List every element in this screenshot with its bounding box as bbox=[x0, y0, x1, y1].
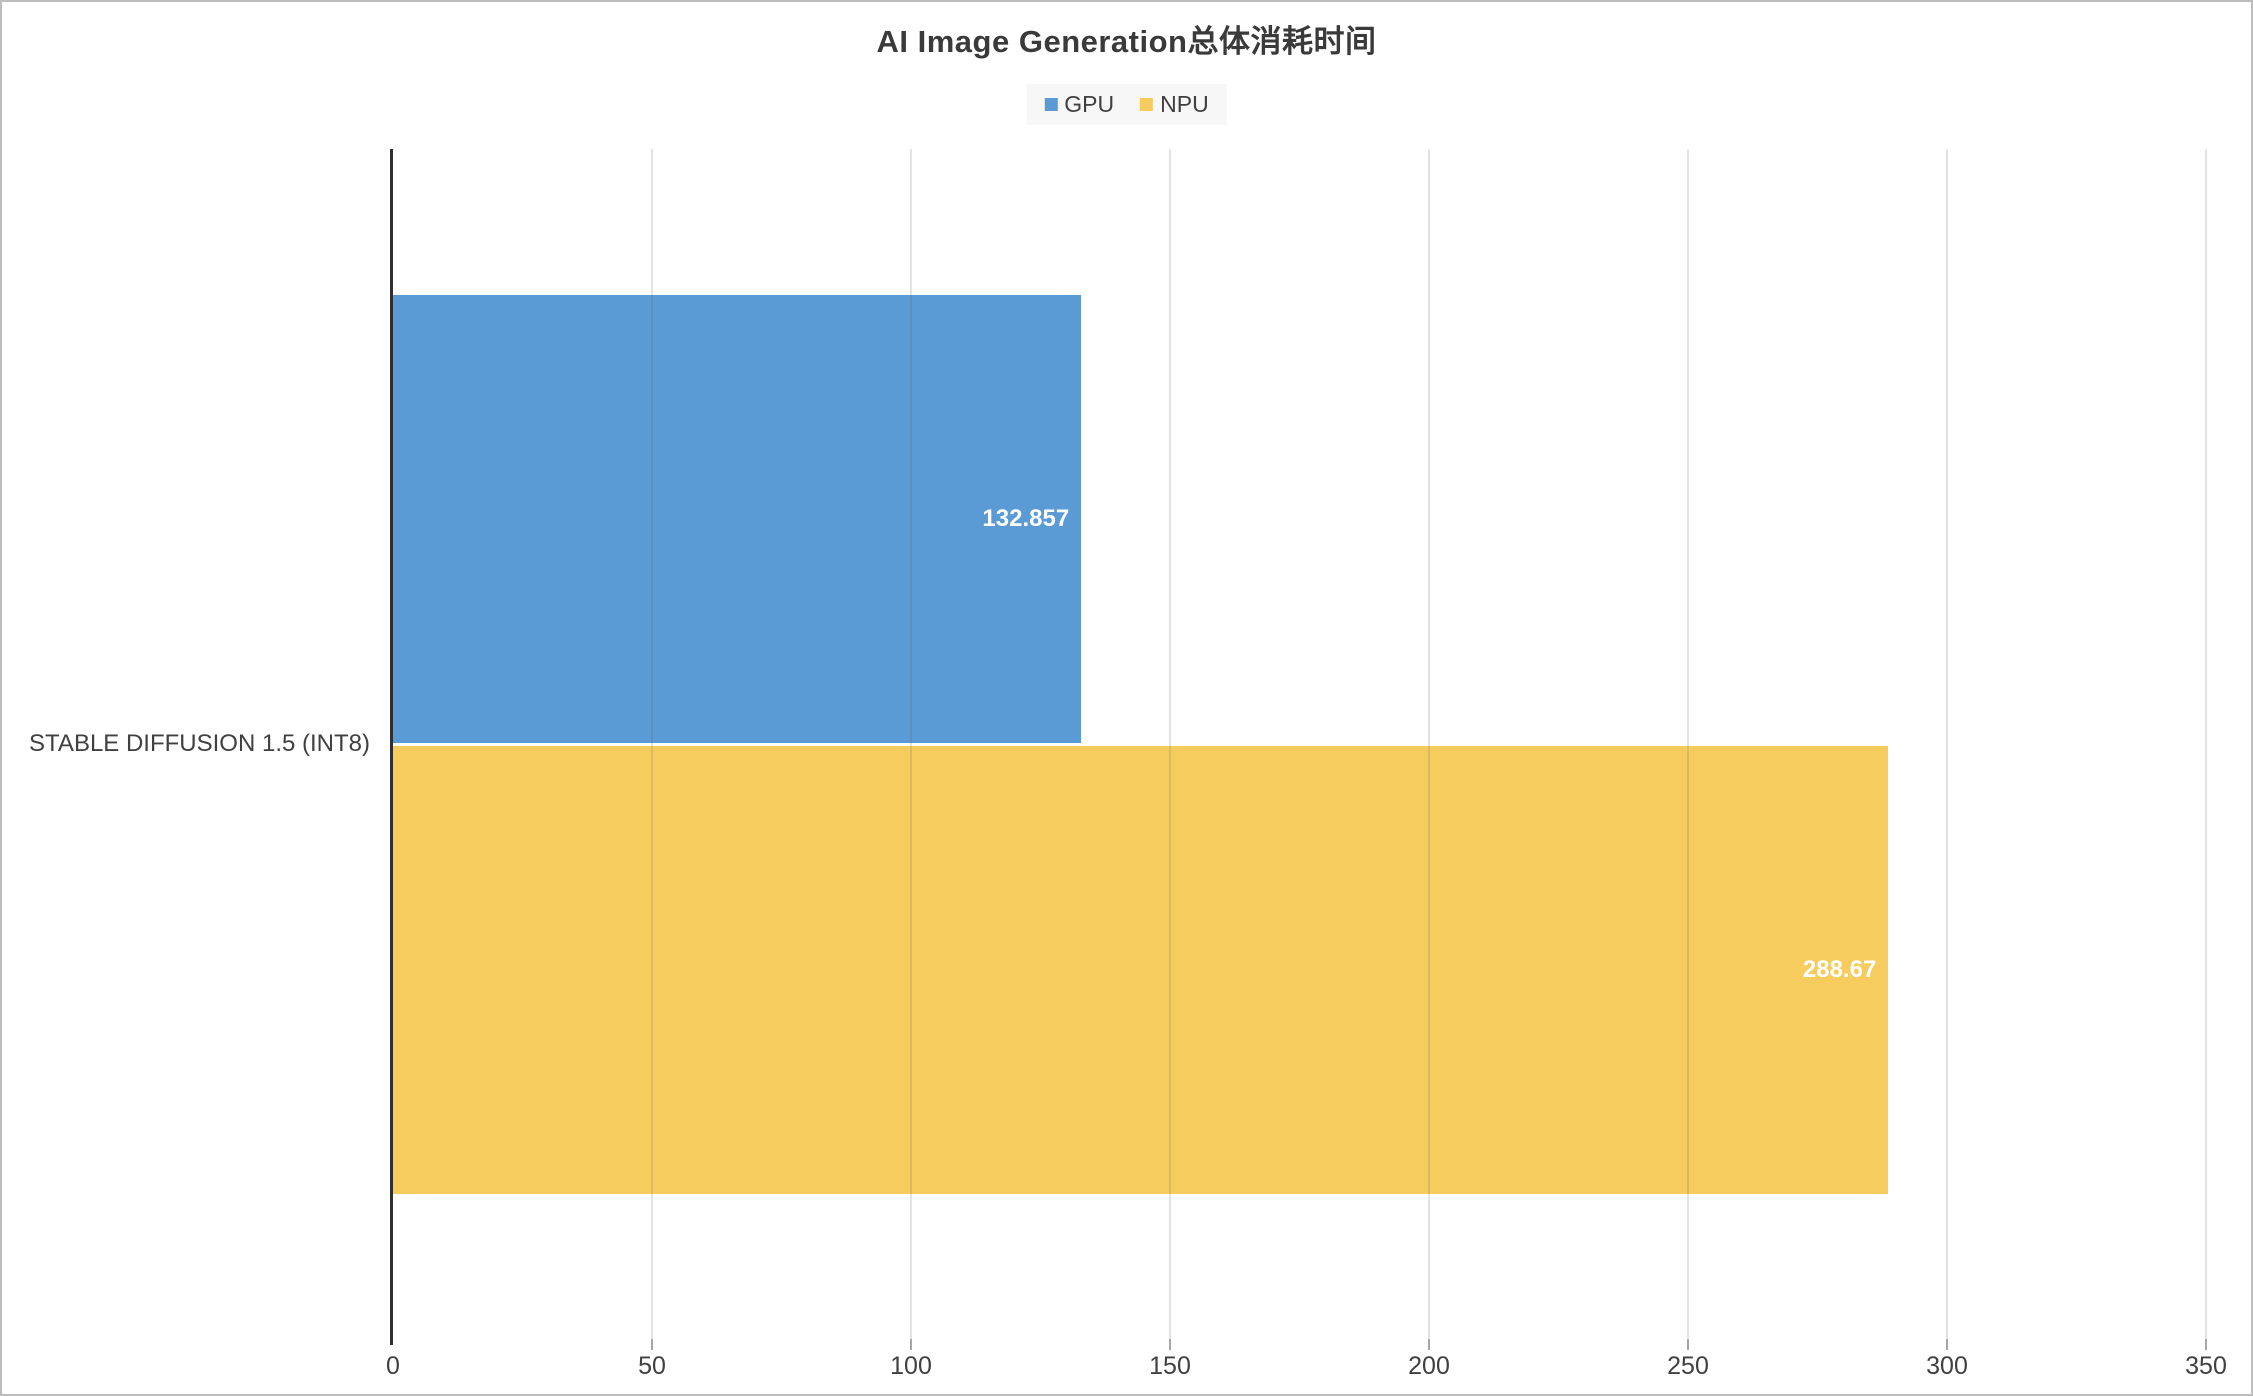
plot-area: 0 50 100 150 200 250 300 350 132.857 288.67 bbox=[386, 149, 2227, 1380]
y-axis-line bbox=[390, 149, 393, 1345]
gridline-200 bbox=[1428, 149, 1430, 1339]
tick-mark-350 bbox=[2205, 1339, 2207, 1350]
x-tick-label-200: 200 bbox=[1408, 1352, 1450, 1380]
gridline-50 bbox=[651, 149, 653, 1339]
gridline-300 bbox=[1946, 149, 1948, 1339]
tick-mark-50 bbox=[651, 1339, 653, 1350]
gridline-250 bbox=[1687, 149, 1689, 1339]
x-tick-label-300: 300 bbox=[1926, 1352, 1968, 1380]
legend-swatch-gpu bbox=[1044, 98, 1058, 111]
bar-value-label-gpu: 132.857 bbox=[982, 505, 1070, 532]
gridline-100 bbox=[910, 149, 912, 1339]
legend-label: NPU bbox=[1160, 91, 1209, 117]
x-tick-label-150: 150 bbox=[1149, 1352, 1191, 1380]
tick-mark-300 bbox=[1946, 1339, 1948, 1350]
tick-mark-250 bbox=[1687, 1339, 1689, 1350]
category-label: STABLE DIFFUSION 1.5 (INT8) bbox=[29, 730, 370, 757]
legend-label: GPU bbox=[1064, 91, 1115, 117]
x-tick-label-250: 250 bbox=[1667, 1352, 1709, 1380]
legend-swatch-npu bbox=[1140, 98, 1154, 111]
x-tick-label-0: 0 bbox=[386, 1352, 400, 1380]
chart-title: AI Image Generation总体消耗时间 bbox=[876, 24, 1377, 59]
legend-item-gpu[interactable]: GPU bbox=[1044, 91, 1114, 118]
x-tick-label-50: 50 bbox=[638, 1352, 666, 1380]
bar-value-label-npu: 288.67 bbox=[1802, 956, 1877, 983]
tick-mark-200 bbox=[1428, 1339, 1430, 1350]
x-tick-label-350: 350 bbox=[2185, 1352, 2227, 1380]
tick-mark-150 bbox=[1169, 1339, 1171, 1350]
gridline-350 bbox=[2205, 149, 2207, 1339]
legend: GPU NPU bbox=[1026, 84, 1227, 125]
bar-gpu[interactable]: 132.857 bbox=[393, 295, 1082, 743]
gridline-150 bbox=[1169, 149, 1171, 1339]
bar-npu[interactable]: 288.67 bbox=[393, 746, 1889, 1194]
tick-mark-100 bbox=[910, 1339, 912, 1350]
x-tick-label-100: 100 bbox=[890, 1352, 932, 1380]
legend-item-npu[interactable]: NPU bbox=[1140, 91, 1209, 118]
